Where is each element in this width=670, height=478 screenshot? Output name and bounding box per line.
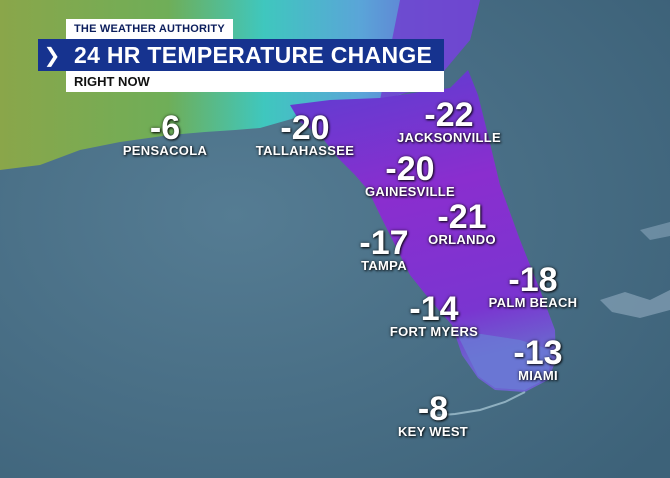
city-key-west: -8 KEY WEST (388, 390, 478, 439)
city-name: JACKSONVILLE (396, 130, 501, 145)
title-bar: ❯ 24 HR TEMPERATURE CHANGE (38, 39, 444, 71)
temperature-change-value: -22 (424, 96, 474, 134)
grand-bahama (640, 222, 670, 240)
temperature-change-value: -18 (508, 261, 558, 299)
brand-label: THE WEATHER AUTHORITY (66, 19, 233, 39)
city-name: GAINESVILLE (365, 184, 455, 199)
temperature-change-value: -6 (149, 109, 181, 147)
city-name: KEY WEST (397, 424, 469, 439)
city-name: ORLANDO (428, 232, 496, 247)
temperature-change-value: -13 (513, 334, 563, 372)
temperature-change-value: -8 (417, 390, 449, 428)
city-tampa: -17 TAMPA (348, 224, 420, 273)
city-palm-beach: -18 PALM BEACH (484, 261, 582, 310)
city-name: TAMPA (361, 258, 407, 273)
city-gainesville: -20 GAINESVILLE (360, 150, 460, 199)
page-title: 24 HR TEMPERATURE CHANGE (74, 41, 433, 68)
city-name: MIAMI (518, 368, 558, 383)
chevron-right-icon: ❯ (43, 44, 61, 67)
florida-keys (429, 391, 526, 417)
bahamas (600, 290, 670, 318)
city-name: PALM BEACH (488, 295, 578, 310)
temperature-change-value: -14 (409, 290, 459, 328)
city-name: PENSACOLA (122, 143, 208, 158)
city-orlando: -21 ORLANDO (422, 198, 502, 247)
city-jacksonville: -22 JACKSONVILLE (394, 96, 504, 145)
city-pensacola: -6 PENSACOLA (118, 109, 212, 158)
city-miami: -13 MIAMI (500, 334, 576, 383)
city-name: FORT MYERS (389, 324, 479, 339)
south-florida-lighter (455, 330, 552, 390)
temperature-change-value: -20 (280, 109, 330, 147)
temperature-change-value: -20 (385, 150, 435, 188)
city-tallahassee: -20 TALLAHASSEE (250, 109, 360, 158)
subtitle-bar: RIGHT NOW (66, 71, 444, 92)
florida-peninsula (290, 70, 556, 392)
city-name: TALLAHASSEE (255, 143, 355, 158)
temperature-change-value: -21 (437, 198, 487, 236)
city-fort-myers: -14 FORT MYERS (386, 290, 482, 339)
temperature-change-value: -17 (359, 224, 409, 262)
